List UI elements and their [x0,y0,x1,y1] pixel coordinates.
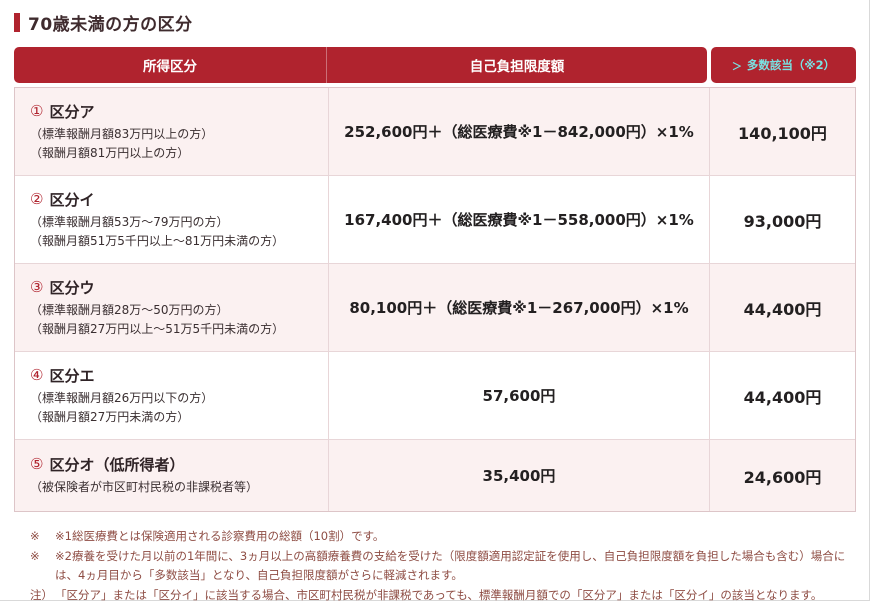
title-accent-bar [14,13,20,32]
footnote-text: 「区分ア」または「区分イ」に該当する場合、市区町村民税が非課税であっても、標準報… [55,587,823,602]
category-cell: ⑤ 区分オ（低所得者） （被保険者が市区町村民税の非課税者等） [15,440,329,511]
footnote-text: ※1総医療費とは保険適用される診察費用の総額（10割）です。 [55,529,385,543]
table-row: ③ 区分ウ （標準報酬月額28万～50万円の方） （報酬月額27万円以上～51万… [15,264,855,352]
table-header-main: 所得区分 自己負担限度額 [14,47,707,83]
circled-number-icon: ② [30,189,44,208]
self-pay-limit-cell: 167,400円＋（総医療費※1－558,000円）×1% [329,176,710,263]
circled-number-icon: ③ [30,277,44,296]
category-title-line: ① 区分ア [30,101,318,122]
footnote-marker: 注） [30,587,53,602]
footnote-marker: ※ [30,548,40,563]
category-title-line: ② 区分イ [30,189,318,210]
circled-number-icon: ⑤ [30,455,44,474]
category-detail: （報酬月額27万円以上～51万5千円未満の方） [30,321,285,336]
table-row: ② 区分イ （標準報酬月額53万～79万円の方） （報酬月額51万5千円以上～8… [15,176,855,264]
category-name: 区分ウ [49,278,95,297]
category-cell: ② 区分イ （標準報酬月額53万～79万円の方） （報酬月額51万5千円以上～8… [15,176,329,263]
category-detail: （報酬月額27万円未満の方） [30,409,190,424]
table-body: ① 区分ア （標準報酬月額83万円以上の方） （報酬月額81万円以上の方） 25… [14,87,856,512]
page-title: 70歳未満の方の区分 [28,15,193,35]
category-name: 区分オ（低所得者） [49,456,185,475]
footnote-text: ※2療養を受けた月以前の1年間に、3ヵ月以上の高額療養費の支給を受けた（限度額適… [55,548,846,582]
category-detail: （報酬月額51万5千円以上～81万円未満の方） [30,233,285,248]
category-detail: （標準報酬月額53万～79万円の方） [30,214,229,229]
category-detail: （被保険者が市区町村民税の非課税者等） [30,480,259,495]
multiple-applicable-cell: 44,400円 [743,299,822,319]
category-title-line: ④ 区分エ [30,365,318,386]
category-name: 区分イ [49,190,95,209]
footnote: ※ ※2療養を受けた月以前の1年間に、3ヵ月以上の高額療養費の支給を受けた（限度… [30,547,855,585]
table-row: ④ 区分エ （標準報酬月額26万円以下の方） （報酬月額27万円未満の方） 57… [15,352,855,440]
category-detail: （標準報酬月額26万円以下の方） [30,390,214,405]
header-multiple-label: 多数該当（※2） [746,58,836,72]
category-detail: （標準報酬月額83万円以上の方） [30,126,214,141]
category-detail: （標準報酬月額28万～50万円の方） [30,302,229,317]
category-name: 区分エ [49,366,95,385]
category-name: 区分ア [49,102,95,121]
multiple-applicable-cell: 140,100円 [738,123,827,143]
self-pay-limit-cell: 252,600円＋（総医療費※1－842,000円）×1% [329,88,710,175]
category-detail: （報酬月額81万円以上の方） [30,145,190,160]
footnotes: ※ ※1総医療費とは保険適用される診察費用の総額（10割）です。 ※ ※2療養を… [30,527,855,605]
footnote: ※ ※1総医療費とは保険適用される診察費用の総額（10割）です。 [30,527,855,546]
category-title-line: ③ 区分ウ [30,277,318,298]
header-multiple-applicable: ＞ 多数該当（※2） [711,47,856,83]
multiple-applicable-cell: 24,600円 [743,467,822,487]
header-income-category: 所得区分 [14,47,327,83]
section-title: 70歳未満の方の区分 [14,10,855,35]
category-cell: ① 区分ア （標準報酬月額83万円以上の方） （報酬月額81万円以上の方） [15,88,329,175]
category-cell: ④ 区分エ （標準報酬月額26万円以下の方） （報酬月額27万円未満の方） [15,352,329,439]
self-pay-limit-cell: 80,100円＋（総医療費※1－267,000円）×1% [329,264,710,351]
multiple-applicable-cell: 44,400円 [743,387,822,407]
table-row: ⑤ 区分オ（低所得者） （被保険者が市区町村民税の非課税者等） 35,400円 … [15,440,855,511]
category-title-line: ⑤ 区分オ（低所得者） [30,454,318,475]
circled-number-icon: ④ [30,365,44,384]
header-self-pay-limit: 自己負担限度額 [469,59,565,75]
chevron-right-icon: ＞ [731,61,742,73]
circled-number-icon: ① [30,101,44,120]
multiple-applicable-cell: 93,000円 [743,211,822,231]
category-table: 所得区分 自己負担限度額 ＞ 多数該当（※2） ① 区分ア （標準報酬月額83万… [14,47,856,512]
footnote: 注） 「区分ア」または「区分イ」に該当する場合、市区町村民税が非課税であっても、… [30,586,855,605]
table-header: 所得区分 自己負担限度額 ＞ 多数該当（※2） [14,47,856,83]
table-row: ① 区分ア （標準報酬月額83万円以上の方） （報酬月額81万円以上の方） 25… [15,88,855,176]
self-pay-limit-cell: 57,600円 [329,352,710,439]
footnote-marker: ※ [30,529,40,543]
self-pay-limit-cell: 35,400円 [329,440,710,511]
category-cell: ③ 区分ウ （標準報酬月額28万～50万円の方） （報酬月額27万円以上～51万… [15,264,329,351]
